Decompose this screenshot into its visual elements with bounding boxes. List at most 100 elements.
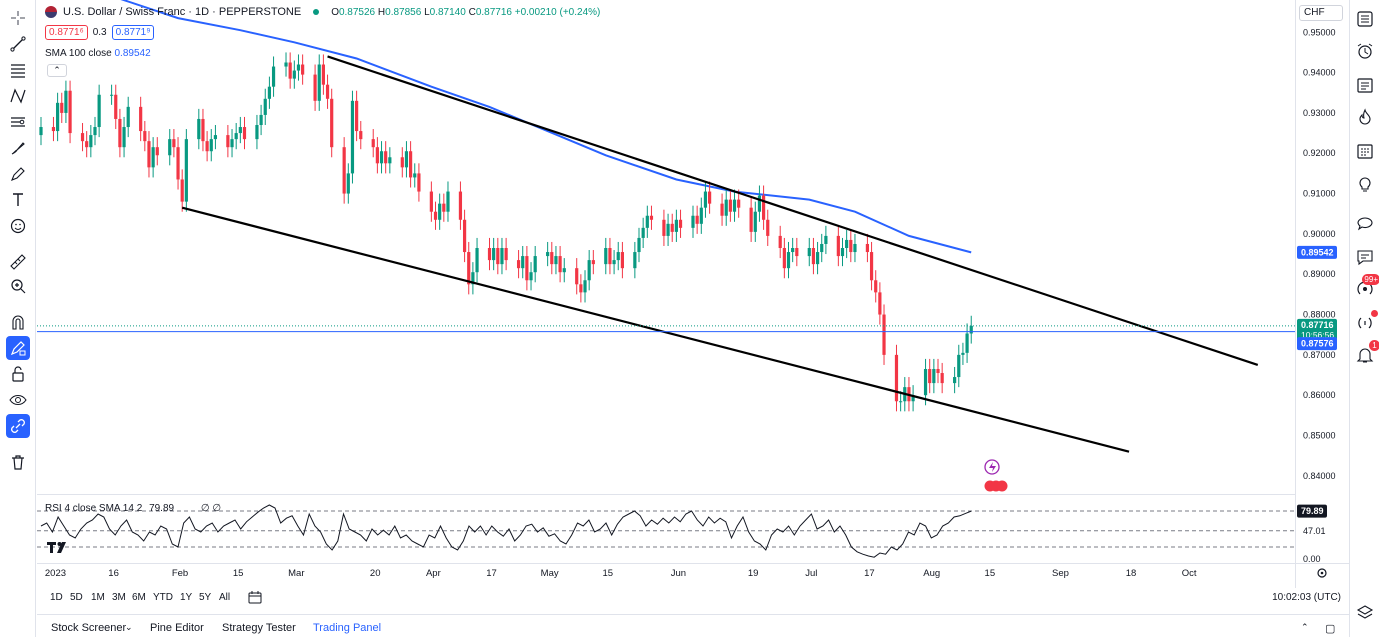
fib-icon[interactable]	[6, 58, 30, 82]
chevron-up-icon[interactable]: ⌃	[1301, 622, 1309, 632]
time-tick: Mar	[288, 568, 304, 579]
trendline-upper	[327, 55, 1259, 366]
candle-body	[388, 157, 392, 164]
rsi-tick: 0.00	[1303, 554, 1321, 564]
broadcast-icon[interactable]	[1354, 310, 1378, 334]
price-chart[interactable]: 79.89 47.01 0.00 0.95000 0.94000 0.93000 0.92…	[37, 0, 1349, 588]
candle-body	[662, 219, 666, 236]
range-5d[interactable]: 5D	[70, 592, 83, 603]
candle-body	[865, 243, 870, 253]
pen-icon[interactable]	[6, 162, 30, 186]
layers-icon[interactable]	[1354, 602, 1376, 624]
candle-body	[122, 127, 126, 148]
ideas-icon[interactable]	[1354, 173, 1376, 195]
range-all[interactable]: All	[219, 592, 231, 603]
sma-legend[interactable]: SMA 100 close 0.89542	[45, 48, 151, 59]
candle-body	[554, 256, 558, 265]
hotlist-icon[interactable]	[1354, 106, 1376, 128]
candle-body	[230, 139, 234, 148]
candle-body	[936, 368, 940, 374]
candle-body	[429, 191, 433, 212]
candle-body	[438, 203, 442, 220]
lock-icon[interactable]	[6, 362, 30, 386]
range-5y[interactable]: 5Y	[199, 592, 212, 603]
range-1y[interactable]: 1Y	[180, 592, 193, 603]
candle-body	[359, 131, 363, 140]
timezone-clock[interactable]: 10:02:03 (UTC)	[1272, 592, 1341, 603]
eye-icon[interactable]	[6, 388, 30, 412]
link-icon[interactable]	[6, 414, 30, 438]
candle-body	[317, 64, 321, 101]
price-tick: 0.89000	[1303, 269, 1336, 279]
ruler-icon[interactable]	[6, 250, 30, 274]
range-1d[interactable]: 1D	[50, 592, 63, 603]
notifications-icon[interactable]: 1	[1354, 340, 1379, 366]
data-window-icon[interactable]	[1354, 74, 1376, 96]
candle-body	[533, 256, 537, 273]
text-icon[interactable]	[6, 188, 30, 212]
tab-trading-panel[interactable]: Trading Panel	[313, 622, 382, 634]
magnet-icon[interactable]	[6, 310, 30, 334]
candle-body	[330, 98, 334, 148]
tab-pine-editor[interactable]: Pine Editor	[150, 622, 204, 634]
candle-body	[957, 354, 961, 378]
range-ytd[interactable]: YTD	[153, 592, 173, 603]
candle-body	[637, 237, 641, 253]
range-6m[interactable]: 6M	[132, 592, 146, 603]
price-tick: 0.88000	[1303, 310, 1336, 320]
candle-body	[961, 352, 965, 355]
collapse-legend-button[interactable]: ⌃	[47, 64, 67, 77]
chart-legend-title[interactable]: U.S. Dollar / Swiss Franc · 1D · PEPPERS…	[45, 6, 600, 18]
time-tick: 18	[1126, 568, 1137, 579]
candle-body	[840, 248, 845, 257]
range-3m[interactable]: 3M	[112, 592, 126, 603]
maximize-icon[interactable]: ▢	[1325, 623, 1336, 635]
candle-body	[753, 211, 757, 232]
broadcast-dot	[1371, 310, 1378, 317]
trendline-icon[interactable]	[6, 32, 30, 56]
candle-body	[109, 94, 114, 96]
bid-button[interactable]: 0.8771⁶	[45, 25, 88, 40]
tab-stock-screener[interactable]: Stock Screener	[51, 622, 127, 634]
candle-body	[699, 207, 703, 224]
calendar-icon[interactable]	[1354, 140, 1376, 162]
emoji-icon[interactable]	[6, 214, 30, 238]
candle-body	[384, 151, 388, 164]
alarm-icon[interactable]	[1354, 40, 1376, 62]
time-tick: Apr	[426, 568, 441, 579]
ask-button[interactable]: 0.8771⁹	[111, 25, 155, 40]
message-icon[interactable]	[1354, 246, 1376, 268]
candle-body	[620, 252, 624, 269]
chevron-down-icon[interactable]: ⌄	[125, 622, 133, 632]
lock-drawing-icon[interactable]	[6, 336, 30, 360]
forecast-icon[interactable]	[6, 110, 30, 134]
range-1m[interactable]: 1M	[91, 592, 105, 603]
pattern-icon[interactable]	[6, 84, 30, 108]
trash-icon[interactable]	[6, 450, 30, 474]
goto-date-icon[interactable]	[248, 590, 262, 604]
candle-body	[923, 368, 928, 396]
rsi-value: 79.89	[149, 503, 175, 514]
candle-body	[874, 280, 878, 293]
chat-icon[interactable]	[1354, 212, 1376, 234]
chart-area[interactable]: 79.89 47.01 0.00 0.95000 0.94000 0.93000 0.92…	[37, 0, 1349, 612]
time-tick: 15	[602, 568, 613, 579]
streams-icon[interactable]: 99+	[1354, 274, 1379, 300]
price-tick: 0.94000	[1303, 68, 1336, 78]
rsi-legend[interactable]: RSI 4 close SMA 14 2 79.89 ∅ ∅	[45, 503, 221, 514]
candle-body	[205, 141, 209, 152]
tab-strategy-tester[interactable]: Strategy Tester	[222, 622, 296, 634]
candle-body	[400, 157, 404, 168]
candle-body	[587, 260, 591, 281]
watchlist-icon[interactable]	[1354, 8, 1376, 30]
currency-select[interactable]: CHF	[1299, 5, 1343, 21]
symbol-title[interactable]: U.S. Dollar / Swiss Franc · 1D · PEPPERS…	[63, 6, 302, 18]
candle-body	[724, 199, 728, 216]
candle-body	[238, 127, 242, 134]
candle-body	[666, 223, 670, 236]
zoom-icon[interactable]	[6, 274, 30, 298]
brush-icon[interactable]	[6, 136, 30, 160]
candle-body	[68, 90, 72, 134]
crosshair-icon[interactable]	[6, 6, 30, 30]
right-toolbar: 99+ 1	[1349, 0, 1379, 637]
